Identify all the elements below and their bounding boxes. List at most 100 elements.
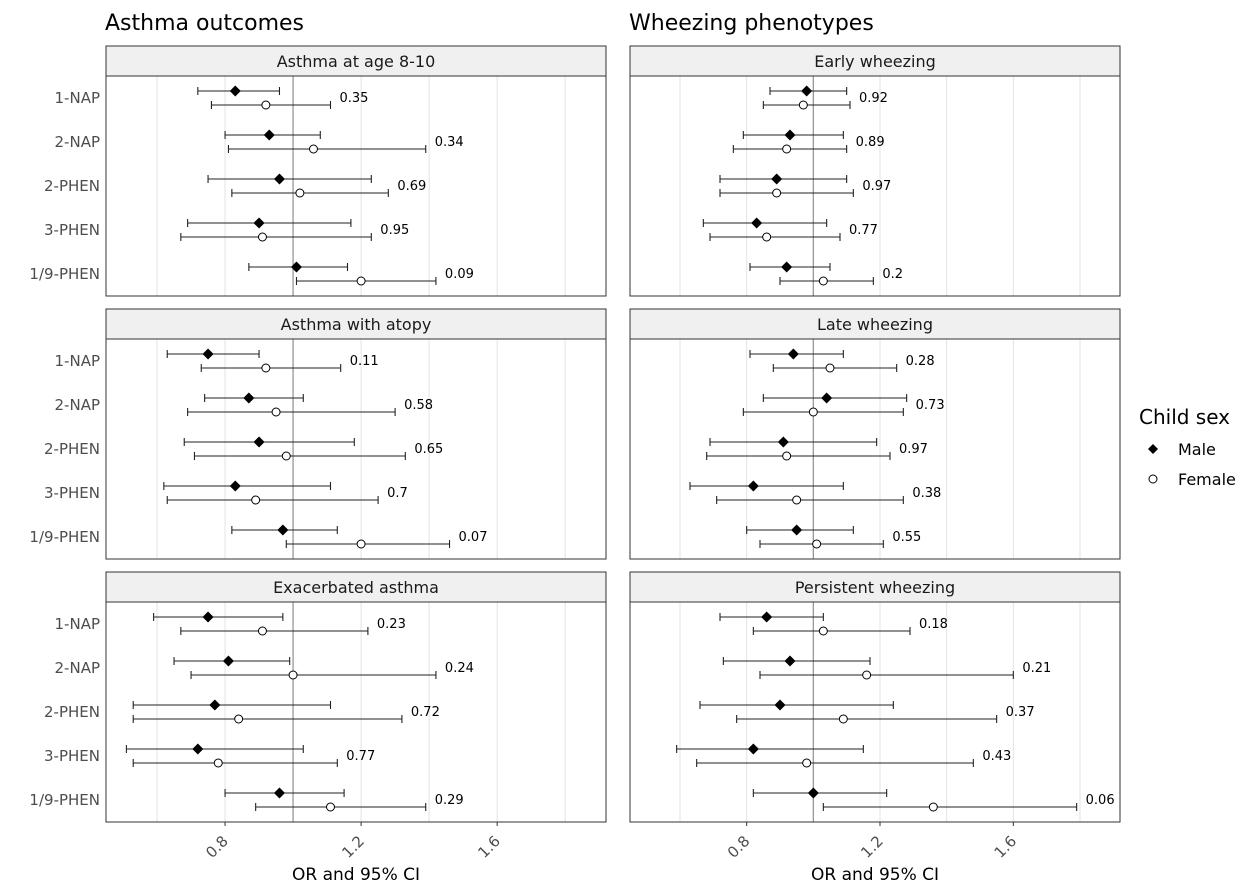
point-male: [202, 348, 214, 360]
p-value-label: 0.07: [459, 530, 488, 545]
y-tick-label: 3-PHEN: [44, 484, 100, 502]
row-asthma-with-atopy-1-nap: 0.11: [166, 348, 379, 373]
p-value-label: 0.97: [899, 442, 928, 457]
p-value-label: 0.23: [377, 617, 406, 632]
y-tick-label: 1/9-PHEN: [29, 528, 100, 546]
p-value-label: 0.18: [919, 617, 948, 632]
y-tick-label: 1/9-PHEN: [29, 265, 100, 283]
row-exacerbated-asthma-1-9-phen: 0.29: [224, 787, 464, 812]
point-female: [762, 232, 772, 242]
point-male: [263, 129, 275, 141]
panel-exacerbated-asthma: Exacerbated asthma 1-NAP 2-NAP 2-PHEN 3-PHEN…: [29, 571, 607, 823]
panel-border-early-wheezing: [629, 75, 1121, 297]
panel-title-asthma-at-age-8-10: Asthma at age 8-10: [277, 52, 436, 71]
panel-border-exacerbated-asthma: [105, 601, 607, 823]
panel-strip-persistent-wheezing: [629, 571, 1121, 603]
panel-early-wheezing: Early wheezing 0.92 0.89 0.97 0.77 0.2: [629, 45, 1121, 297]
point-female: [288, 670, 298, 680]
point-male: [781, 261, 793, 273]
row-asthma-with-atopy-1-9-phen: 0.07: [231, 524, 488, 549]
point-male: [747, 480, 759, 492]
point-male: [771, 173, 783, 185]
row-exacerbated-asthma-1-nap: 0.23: [153, 611, 406, 636]
panel-title-exacerbated-asthma: Exacerbated asthma: [273, 578, 439, 597]
row-asthma-at-age-8-10-1-9-phen: 0.09: [248, 261, 474, 286]
y-tick-label: 3-PHEN: [44, 747, 100, 765]
point-male: [807, 787, 819, 799]
point-female: [257, 232, 267, 242]
x-tick-label: 0.8: [724, 832, 754, 862]
point-female: [802, 758, 812, 768]
y-tick-label: 2-PHEN: [44, 440, 100, 458]
p-value-label: 0.35: [339, 91, 368, 106]
point-male: [253, 217, 265, 229]
panel-border-late-wheezing: [629, 338, 1121, 560]
point-male: [801, 85, 813, 97]
row-asthma-at-age-8-10-2-phen: 0.69: [207, 173, 426, 198]
row-asthma-at-age-8-10-2-nap: 0.34: [224, 129, 464, 154]
point-male: [774, 699, 786, 711]
row-persistent-wheezing-2-phen: 0.37: [699, 699, 1035, 724]
point-female: [271, 407, 281, 417]
row-early-wheezing-2-phen: 0.97: [719, 173, 891, 198]
panel-asthma-at-age-8-10: Asthma at age 8-10 1-NAP 2-NAP 2-PHEN 3-PHEN…: [29, 45, 607, 297]
p-value-label: 0.37: [1006, 705, 1035, 720]
panel-border-asthma-with-atopy: [105, 338, 607, 560]
panel-title-persistent-wheezing: Persistent wheezing: [795, 578, 955, 597]
point-male: [253, 436, 265, 448]
p-value-label: 0.69: [397, 179, 426, 194]
p-value-label: 0.65: [414, 442, 443, 457]
p-value-label: 0.38: [912, 486, 941, 501]
panels-group: Asthma at age 8-10 1-NAP 2-NAP 2-PHEN 3-PHEN…: [29, 45, 1121, 823]
row-late-wheezing-3-phen: 0.38: [689, 480, 941, 505]
panel-border-asthma-at-age-8-10: [105, 75, 607, 297]
point-male: [761, 611, 773, 623]
x-tick-label: 1.6: [474, 832, 504, 862]
row-persistent-wheezing-1-9-phen: 0.06: [752, 787, 1115, 812]
point-male: [784, 129, 796, 141]
point-female: [325, 802, 335, 812]
row-persistent-wheezing-2-nap: 0.21: [722, 655, 1051, 680]
row-early-wheezing-2-nap: 0.89: [732, 129, 885, 154]
p-value-label: 0.43: [982, 749, 1011, 764]
p-value-label: 0.21: [1022, 661, 1051, 676]
point-female: [808, 407, 818, 417]
point-male: [791, 524, 803, 536]
row-late-wheezing-2-phen: 0.97: [706, 436, 928, 461]
point-female: [213, 758, 223, 768]
point-male: [273, 173, 285, 185]
y-tick-label: 1-NAP: [55, 352, 100, 370]
p-value-label: 0.72: [411, 705, 440, 720]
point-female: [928, 802, 938, 812]
p-value-label: 0.28: [906, 354, 935, 369]
panel-title-early-wheezing: Early wheezing: [814, 52, 936, 71]
x-axis-title: OR and 95% CI: [811, 865, 939, 883]
column-title-asthma-outcomes: Asthma outcomes: [105, 11, 304, 36]
y-tick-label: 2-PHEN: [44, 703, 100, 721]
legend: Child sex Male Female: [1139, 405, 1236, 489]
p-value-label: 0.34: [435, 135, 464, 150]
panel-late-wheezing: Late wheezing 0.28 0.73 0.97 0.38 0.55: [629, 308, 1121, 560]
point-male: [290, 261, 302, 273]
p-value-label: 0.97: [862, 179, 891, 194]
row-exacerbated-asthma-2-nap: 0.24: [173, 655, 474, 680]
p-value-label: 0.73: [916, 398, 945, 413]
point-female: [234, 714, 244, 724]
p-value-label: 0.09: [445, 267, 474, 282]
point-male: [202, 611, 214, 623]
point-male: [747, 743, 759, 755]
row-asthma-with-atopy-3-phen: 0.7: [163, 480, 408, 505]
row-late-wheezing-2-nap: 0.73: [742, 392, 945, 417]
p-value-label: 0.06: [1086, 793, 1115, 808]
point-female: [295, 188, 305, 198]
point-female: [257, 626, 267, 636]
p-value-label: 0.7: [387, 486, 408, 501]
legend-item-male: Male: [1178, 440, 1216, 459]
y-tick-label: 2-NAP: [55, 659, 100, 677]
column-title-wheezing-phenotypes: Wheezing phenotypes: [629, 11, 874, 36]
row-early-wheezing-1-nap: 0.92: [762, 85, 888, 110]
p-value-label: 0.92: [859, 91, 888, 106]
y-tick-label: 2-PHEN: [44, 177, 100, 195]
panel-border-persistent-wheezing: [629, 601, 1121, 823]
row-asthma-with-atopy-2-nap: 0.58: [187, 392, 433, 417]
